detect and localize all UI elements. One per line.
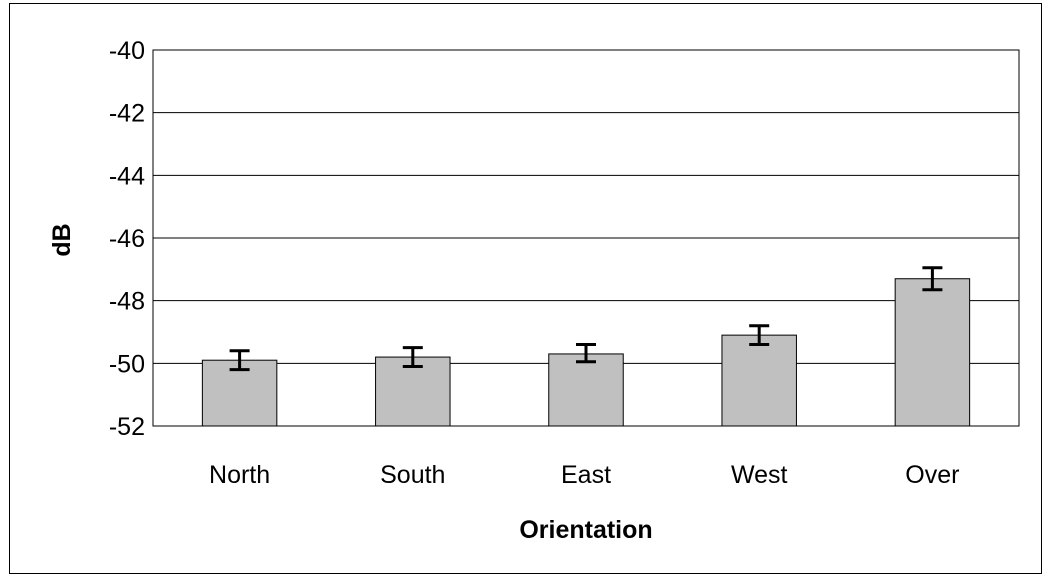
y-tick-label: -50 <box>109 350 145 378</box>
gridlines <box>153 112 1019 364</box>
error-bar-over <box>922 266 943 292</box>
error-bar-south <box>402 346 423 368</box>
y-tick-labels: -40 -42 -44 -46 -48 -50 -52 <box>109 37 145 441</box>
x-tick-labels: North South East West Over <box>209 461 959 489</box>
x-tick-label: Over <box>905 461 959 489</box>
error-bar-east <box>576 343 596 364</box>
bar-west <box>721 334 797 427</box>
y-tick-label: -40 <box>109 37 145 65</box>
chart-frame <box>9 3 1042 574</box>
x-tick-label: East <box>561 461 611 489</box>
y-tick-label: -42 <box>109 100 145 128</box>
y-tick-label: -46 <box>109 225 145 253</box>
x-tick-label: West <box>731 461 788 489</box>
error-bar-north <box>229 349 250 372</box>
error-bars <box>229 266 943 372</box>
bars <box>201 278 971 427</box>
y-tick-label: -44 <box>109 162 145 190</box>
x-tick-label: South <box>380 461 445 489</box>
x-tick-label: North <box>209 461 270 489</box>
y-tick-label: -48 <box>109 288 145 316</box>
x-axis-title: Orientation <box>519 516 652 544</box>
error-bar-west <box>749 324 770 347</box>
bar-south <box>375 356 451 427</box>
y-axis-title: dB <box>48 223 76 256</box>
bar-north <box>201 359 278 427</box>
bar-east <box>548 353 624 427</box>
bar-over <box>894 278 971 427</box>
y-tick-label: -52 <box>109 413 145 441</box>
